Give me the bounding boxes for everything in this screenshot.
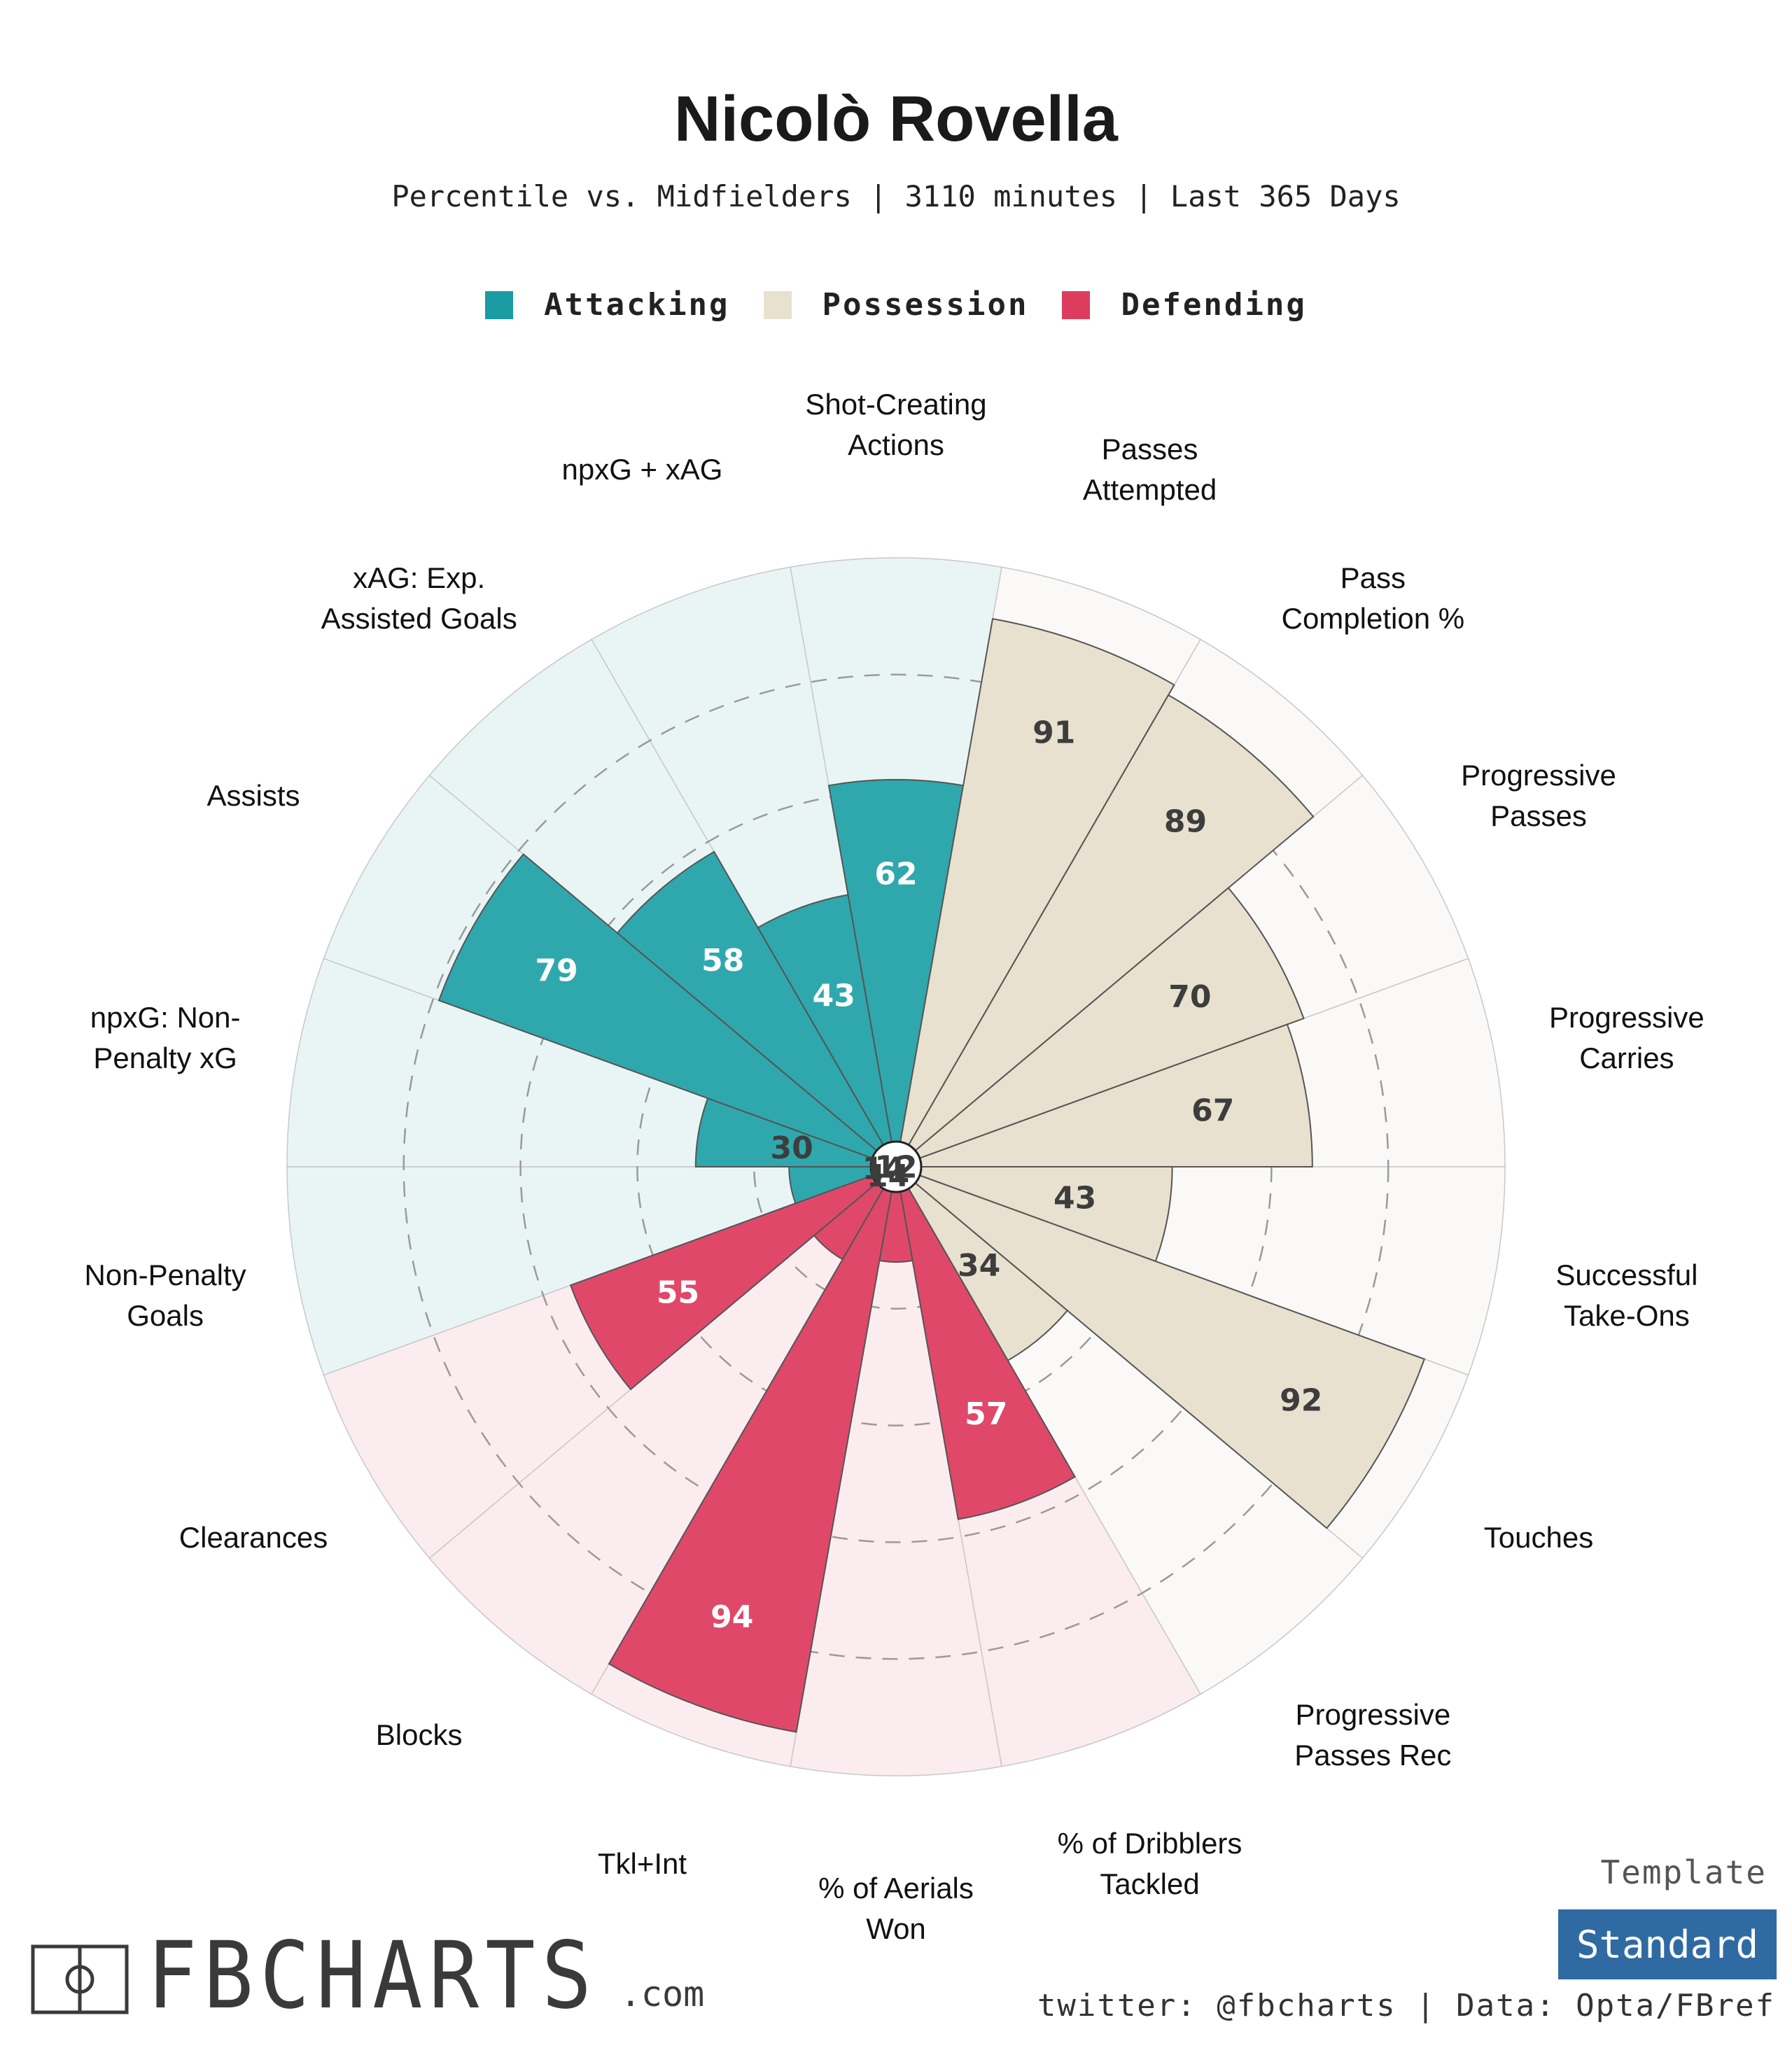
value-label: 79: [536, 953, 578, 989]
legend-item-attacking: Attacking: [485, 287, 729, 323]
value-label: 34: [958, 1248, 1000, 1284]
stat-label: Shot-Creating Actions: [805, 388, 986, 461]
value-label: 55: [657, 1275, 699, 1310]
stat-label: Progressive Passes: [1461, 759, 1616, 832]
chart-title: Nicolò Rovella: [674, 83, 1118, 155]
legend: Attacking Possession Defending: [0, 287, 1792, 323]
value-label: 57: [965, 1396, 1007, 1432]
stat-label: Pass Completion %: [1282, 561, 1464, 635]
template-label: Template: [1600, 1853, 1767, 1891]
stat-label: % of Dribblers Tackled: [1058, 1827, 1242, 1900]
stat-label: Successful Take-Ons: [1555, 1258, 1698, 1332]
value-label: 70: [1168, 979, 1211, 1015]
pitch-icon: [31, 1944, 129, 2014]
center-hole: [869, 1140, 923, 1193]
chart-subtitle: Percentile vs. Midfielders | 3110 minute…: [391, 179, 1401, 213]
stat-label: npxG: Non-Penalty xG: [90, 1001, 241, 1074]
stat-label: Blocks: [376, 1718, 463, 1751]
template-value-badge: Standard: [1558, 1909, 1777, 1979]
brand-name: FBCHARTS: [147, 1922, 598, 2030]
value-label: 89: [1164, 804, 1207, 840]
legend-label-attacking: Attacking: [544, 287, 730, 323]
value-label: 94: [710, 1599, 753, 1635]
legend-swatch-attacking: [485, 290, 514, 319]
value-label: 43: [813, 979, 855, 1014]
stat-label: Clearances: [179, 1521, 328, 1554]
legend-label-defending: Defending: [1121, 287, 1307, 323]
bars: [438, 617, 1426, 1733]
brand-logo: FBCHARTS .com: [31, 1922, 705, 2030]
stat-label: Non-Penalty Goals: [85, 1258, 246, 1332]
value-label: 14: [867, 1158, 909, 1194]
stat-label: Tkl+Int: [598, 1847, 687, 1880]
stat-label: Progressive Carries: [1549, 1001, 1704, 1074]
stat-label: Passes Attempted: [1083, 433, 1217, 506]
gridline-circle: [402, 673, 1390, 1660]
value-label: 91: [1032, 715, 1075, 750]
stat-label: Touches: [1484, 1521, 1593, 1554]
legend-swatch-possession: [763, 290, 792, 319]
value-label: 58: [701, 943, 744, 979]
legend-item-defending: Defending: [1062, 287, 1306, 323]
legend-label-possession: Possession: [822, 287, 1029, 323]
stat-label: % of Aerials Won: [818, 1872, 974, 1945]
stat-label: xAG: Exp. Assisted Goals: [321, 561, 517, 635]
value-label: 12: [874, 1150, 917, 1186]
value-label: 92: [1280, 1383, 1322, 1419]
value-label: 62: [874, 856, 917, 892]
value-label: 14: [862, 1151, 905, 1187]
value-labels: 62 91 89 70 67 43 92 34 57 12 94 14 55 14 30 79 58 43: [536, 715, 1323, 1635]
value-label: 30: [770, 1130, 813, 1166]
legend-swatch-defending: [1062, 290, 1091, 319]
stat-label: Assists: [207, 779, 300, 812]
value-label: 67: [1191, 1093, 1234, 1129]
stat-label: Progressive Passes Rec: [1294, 1698, 1451, 1772]
brand-suffix: .com: [620, 1974, 705, 2014]
value-label: 43: [1054, 1181, 1096, 1216]
footer-credit: twitter: @fbcharts | Data: Opta/FBref: [1037, 1988, 1775, 2024]
stat-labels: Shot-Creating Actions Passes Attempted Pass C…: [85, 388, 1704, 1945]
legend-item-possession: Possession: [763, 287, 1029, 323]
stat-label: npxG + xAG: [561, 453, 722, 486]
